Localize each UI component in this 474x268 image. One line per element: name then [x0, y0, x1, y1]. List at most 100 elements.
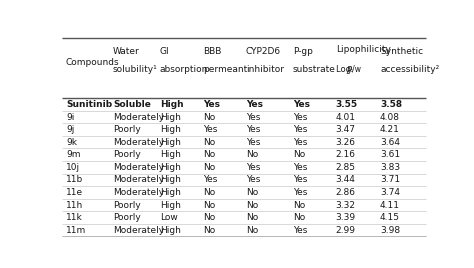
Text: Water: Water	[113, 47, 140, 56]
Text: 10j: 10j	[66, 163, 80, 172]
Text: 4.21: 4.21	[380, 125, 400, 134]
Text: No: No	[246, 200, 258, 210]
Text: 3.64: 3.64	[380, 138, 400, 147]
Text: No: No	[203, 138, 215, 147]
Text: Yes: Yes	[203, 125, 217, 134]
Text: 2.99: 2.99	[336, 226, 356, 235]
Text: P-gp: P-gp	[292, 47, 312, 56]
Text: High: High	[160, 175, 181, 184]
Text: 2.86: 2.86	[336, 188, 356, 197]
Text: 9k: 9k	[66, 138, 77, 147]
Text: Yes: Yes	[292, 188, 307, 197]
Text: $P$: $P$	[346, 64, 353, 75]
Text: No: No	[292, 213, 305, 222]
Text: Yes: Yes	[246, 163, 260, 172]
Text: 3.83: 3.83	[380, 163, 400, 172]
Text: No: No	[203, 213, 215, 222]
Text: No: No	[246, 213, 258, 222]
Text: 3.98: 3.98	[380, 226, 400, 235]
Text: GI: GI	[160, 47, 169, 56]
Text: High: High	[160, 188, 181, 197]
Text: Yes: Yes	[292, 125, 307, 134]
Text: Yes: Yes	[292, 100, 310, 109]
Text: Poorly: Poorly	[113, 150, 141, 159]
Text: No: No	[203, 150, 215, 159]
Text: 11h: 11h	[66, 200, 83, 210]
Text: High: High	[160, 150, 181, 159]
Text: accessibility²: accessibility²	[380, 65, 439, 74]
Text: Poorly: Poorly	[113, 125, 141, 134]
Text: solubility¹: solubility¹	[113, 65, 158, 74]
Text: 11m: 11m	[66, 226, 86, 235]
Text: Moderately: Moderately	[113, 226, 164, 235]
Text: Moderately: Moderately	[113, 188, 164, 197]
Bar	[62, 161, 426, 174]
Text: No: No	[203, 226, 215, 235]
Text: Poorly: Poorly	[113, 213, 141, 222]
Text: High: High	[160, 138, 181, 147]
Text: Yes: Yes	[203, 175, 217, 184]
Text: 9m: 9m	[66, 150, 81, 159]
Text: 4.01: 4.01	[336, 113, 356, 122]
Text: Yes: Yes	[292, 113, 307, 122]
Text: Yes: Yes	[246, 113, 260, 122]
Text: High: High	[160, 113, 181, 122]
Text: Yes: Yes	[203, 100, 219, 109]
Text: absorption: absorption	[160, 65, 208, 74]
Bar	[62, 123, 426, 136]
Text: Yes: Yes	[246, 175, 260, 184]
Text: ₒ/w: ₒ/w	[350, 65, 362, 74]
Text: 4.15: 4.15	[380, 213, 400, 222]
Bar	[62, 136, 426, 148]
Bar	[62, 211, 426, 224]
Text: High: High	[160, 226, 181, 235]
Text: Synthetic: Synthetic	[380, 47, 423, 56]
Text: No: No	[246, 226, 258, 235]
Text: Yes: Yes	[246, 100, 263, 109]
Text: 11k: 11k	[66, 213, 82, 222]
Text: No: No	[292, 150, 305, 159]
Text: No: No	[203, 113, 215, 122]
Bar	[62, 111, 426, 123]
Text: 3.32: 3.32	[336, 200, 356, 210]
Text: 11b: 11b	[66, 175, 83, 184]
Text: No: No	[246, 188, 258, 197]
Text: No: No	[203, 163, 215, 172]
Text: Yes: Yes	[292, 138, 307, 147]
Text: No: No	[246, 150, 258, 159]
Text: High: High	[160, 100, 183, 109]
Text: Moderately: Moderately	[113, 138, 164, 147]
Text: Poorly: Poorly	[113, 200, 141, 210]
Text: 3.44: 3.44	[336, 175, 356, 184]
Text: inhibitor: inhibitor	[246, 65, 284, 74]
Text: 3.61: 3.61	[380, 150, 400, 159]
Text: No: No	[203, 200, 215, 210]
Text: 9j: 9j	[66, 125, 74, 134]
Text: CYP2D6: CYP2D6	[246, 47, 281, 56]
Text: 3.26: 3.26	[336, 138, 356, 147]
Text: 11e: 11e	[66, 188, 83, 197]
Text: High: High	[160, 163, 181, 172]
Text: High: High	[160, 200, 181, 210]
Text: Low: Low	[160, 213, 177, 222]
Text: substrate: substrate	[292, 65, 336, 74]
Bar	[62, 98, 426, 111]
Text: 4.11: 4.11	[380, 200, 400, 210]
Text: 2.85: 2.85	[336, 163, 356, 172]
Text: Moderately: Moderately	[113, 175, 164, 184]
Text: Yes: Yes	[292, 226, 307, 235]
Text: 3.39: 3.39	[336, 213, 356, 222]
Text: 3.47: 3.47	[336, 125, 356, 134]
Bar	[62, 224, 426, 236]
Text: 3.71: 3.71	[380, 175, 400, 184]
Bar	[62, 148, 426, 161]
Bar	[62, 174, 426, 186]
Text: permeant: permeant	[203, 65, 247, 74]
Text: Moderately: Moderately	[113, 113, 164, 122]
Text: No: No	[292, 200, 305, 210]
Bar	[62, 186, 426, 199]
Text: Yes: Yes	[246, 125, 260, 134]
Text: High: High	[160, 125, 181, 134]
Text: 9i: 9i	[66, 113, 74, 122]
Text: Moderately: Moderately	[113, 163, 164, 172]
